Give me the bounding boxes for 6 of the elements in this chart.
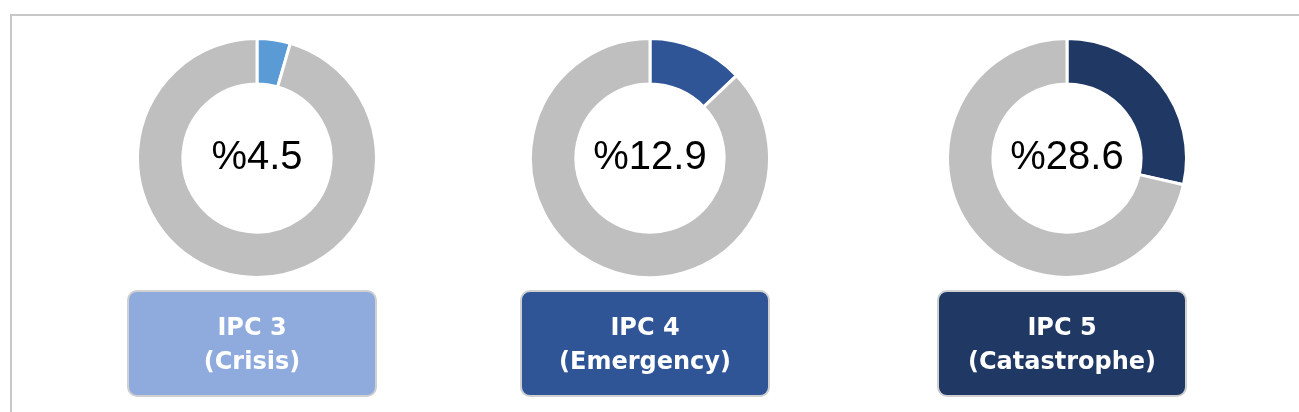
text: IPC 4 (Emergency) — [520, 290, 770, 397]
text: IPC 5 (Catastrophe) — [937, 290, 1187, 397]
text: IPC 3 (Crisis) — [127, 290, 377, 397]
data-label: %12.9 — [593, 133, 707, 178]
data-label: %4.5 — [211, 133, 303, 178]
data-label: %28.6 — [1010, 133, 1124, 178]
